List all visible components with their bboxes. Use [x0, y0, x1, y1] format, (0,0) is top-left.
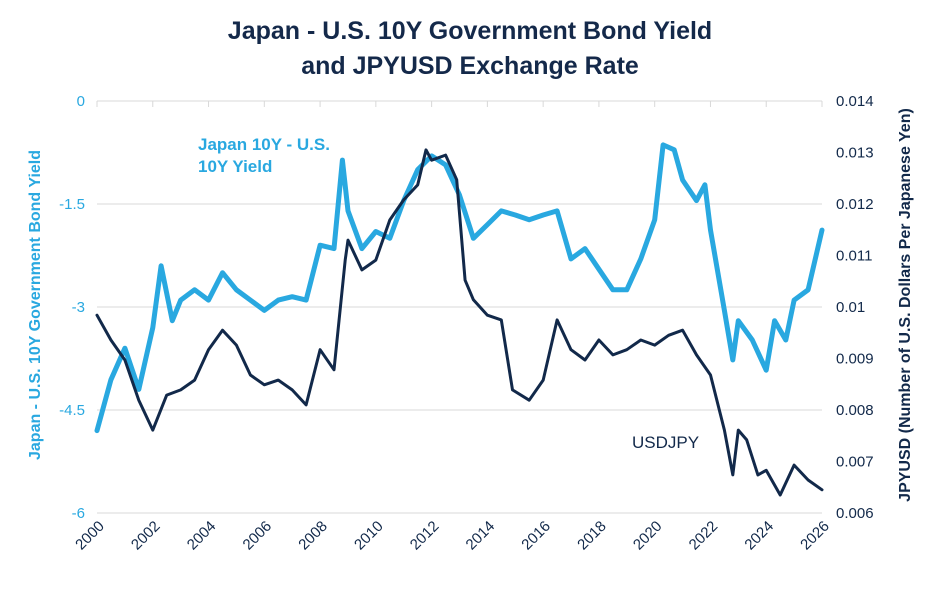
x-tick-label: 2022 [686, 518, 722, 554]
x-tick-label: 2016 [518, 518, 554, 554]
left-tick-label: 0 [77, 93, 85, 110]
series-label-yield-line-2: 10Y Yield [198, 157, 272, 176]
right-tick-label: 0.009 [836, 351, 874, 368]
axes: 0 -1.5 -3 -4.5 -6 0.014 0.013 0.012 0.011 0.01 0.0… [59, 93, 873, 553]
left-tick-label: -1.5 [59, 196, 85, 213]
x-tick-label: 2014 [463, 518, 499, 554]
series-label-usdjpy: USDJPY [632, 433, 699, 452]
right-tick-label: 0.013 [836, 145, 874, 162]
chart-title: Japan - U.S. 10Y Government Bond Yield a… [0, 14, 940, 84]
chart-title-line-1: Japan - U.S. 10Y Government Bond Yield [227, 17, 713, 45]
x-tick-label: 2024 [741, 518, 777, 554]
x-tick-label: 2010 [351, 518, 387, 554]
x-tick-label: 2026 [797, 518, 833, 554]
series-lines [94, 142, 825, 497]
right-tick-label: 0.011 [836, 248, 872, 265]
usdjpy-line [95, 148, 824, 497]
x-tick-label: 2002 [128, 518, 164, 554]
gridlines [97, 100, 822, 514]
x-tick-label: 2004 [184, 518, 220, 554]
left-tick-label: -4.5 [59, 402, 85, 419]
x-tick-label: 2006 [240, 518, 276, 554]
right-axis-label: JPYUSD (Number of U.S. Dollars Per Japan… [897, 108, 914, 502]
right-tick-label: 0.014 [836, 93, 874, 110]
series-label-yield-line-1: Japan 10Y - U.S. [198, 135, 330, 154]
right-tick-label: 0.012 [836, 196, 874, 213]
x-tick-label: 2008 [295, 518, 331, 554]
left-tick-label: -6 [72, 505, 85, 522]
right-tick-label: 0.006 [836, 505, 874, 522]
left-tick-label: -3 [72, 299, 85, 316]
yield-spread-line [94, 142, 825, 434]
chart-title-line-2: and JPYUSD Exchange Rate [301, 52, 639, 80]
left-axis-label: Japan - U.S. 10Y Government Bond Yield [27, 150, 44, 460]
right-tick-label: 0.007 [836, 454, 874, 471]
x-tick-label: 2012 [407, 518, 443, 554]
x-tick-label: 2018 [574, 518, 610, 554]
x-tick-label: 2000 [72, 518, 108, 554]
right-tick-label: 0.008 [836, 402, 874, 419]
right-tick-label: 0.01 [836, 299, 865, 316]
x-tick-label: 2020 [630, 518, 666, 554]
